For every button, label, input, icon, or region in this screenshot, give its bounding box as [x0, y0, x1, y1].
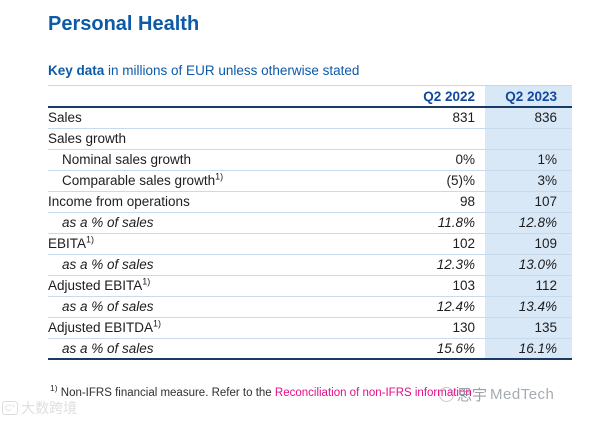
row-label: Nominal sales growth: [62, 152, 192, 167]
reconciliation-link[interactable]: Reconciliation of non-IFRS information: [274, 387, 472, 399]
watermark-bl-logo-icon: C°: [2, 401, 19, 415]
table-header-row: Q2 2022 Q2 2023: [48, 85, 572, 108]
table-row: Adjusted EBITDA1) 130 135: [48, 318, 572, 339]
value-q2-2023: 13.0%: [485, 255, 572, 275]
column-header-q2-2022: Q2 2022: [423, 89, 475, 104]
table-row: as a % of sales 15.6% 16.1%: [48, 339, 572, 360]
value-q2-2022: 12.3%: [436, 257, 475, 272]
header-label-spacer: [48, 86, 395, 106]
table-row: EBITA1) 102 109: [48, 234, 572, 255]
value-q2-2022: 102: [452, 236, 475, 251]
table-row: as a % of sales 12.3% 13.0%: [48, 255, 572, 276]
table-row: Income from operations 98 107: [48, 192, 572, 213]
watermark-bottom-left: C° 大数跨境: [2, 398, 77, 418]
table-caption: Key data in millions of EUR unless other…: [48, 63, 359, 78]
row-label: Sales growth: [48, 131, 127, 146]
value-q2-2022: 98: [459, 194, 475, 209]
row-label: as a % of sales: [62, 299, 154, 314]
table-row: Sales growth: [48, 129, 572, 150]
value-q2-2022: 0%: [455, 152, 475, 167]
value-q2-2022: 11.8%: [437, 215, 475, 230]
value-q2-2023: 107: [485, 192, 572, 212]
table-row: as a % of sales 12.4% 13.4%: [48, 297, 572, 318]
value-q2-2023: 1%: [485, 150, 572, 170]
value-q2-2023: 3%: [485, 171, 572, 191]
watermark-bl-text: 大数跨境: [21, 400, 78, 416]
row-label: Adjusted EBITDA1): [48, 318, 162, 335]
row-label: as a % of sales: [62, 341, 154, 356]
value-q2-2023: 109: [485, 234, 572, 254]
table-row: Comparable sales growth1) (5)% 3%: [48, 171, 572, 192]
row-label: Adjusted EBITA1): [48, 276, 151, 293]
value-q2-2023: 112: [485, 276, 572, 296]
column-header-q2-2023: Q2 2023: [485, 86, 572, 106]
table-row: Adjusted EBITA1) 103 112: [48, 276, 572, 297]
value-q2-2022: [395, 129, 485, 149]
caption-units: in millions of EUR unless otherwise stat…: [104, 63, 360, 78]
row-label: Income from operations: [48, 194, 190, 209]
value-q2-2022: 831: [452, 110, 475, 125]
row-label: as a % of sales: [62, 257, 154, 272]
value-q2-2023: [485, 129, 572, 149]
page-title: Personal Health: [48, 13, 200, 35]
value-q2-2022: 103: [452, 278, 475, 293]
value-q2-2022: 12.4%: [436, 299, 475, 314]
key-data-table: Q2 2022 Q2 2023 Sales 831 836 Sales grow…: [48, 85, 572, 360]
value-q2-2022: (5)%: [446, 173, 475, 188]
watermark-en-text: MedTech: [490, 386, 555, 403]
table-body: Sales 831 836 Sales growth Nominal sales…: [48, 108, 572, 360]
row-label: as a % of sales: [62, 215, 154, 230]
caption-key-data: Key data: [48, 63, 105, 78]
value-q2-2023: 16.1%: [485, 339, 572, 358]
table-row: as a % of sales 11.8% 12.8%: [48, 213, 572, 234]
value-q2-2022: 130: [452, 320, 475, 335]
footnote-marker: 1): [50, 383, 58, 394]
value-q2-2023: 836: [485, 108, 572, 128]
value-q2-2023: 135: [485, 318, 572, 338]
row-label: Sales: [48, 110, 82, 125]
table-row: Nominal sales growth 0% 1%: [48, 150, 572, 171]
value-q2-2023: 12.8%: [485, 213, 572, 233]
table-row: Sales 831 836: [48, 108, 572, 129]
value-q2-2022: 15.6%: [436, 341, 475, 356]
row-label: EBITA1): [48, 234, 95, 251]
footnote-text: Non-IFRS financial measure. Refer to the: [57, 387, 275, 399]
footnote: 1) Non-IFRS financial measure. Refer to …: [50, 384, 472, 399]
row-label: Comparable sales growth1): [62, 171, 224, 188]
value-q2-2023: 13.4%: [485, 297, 572, 317]
